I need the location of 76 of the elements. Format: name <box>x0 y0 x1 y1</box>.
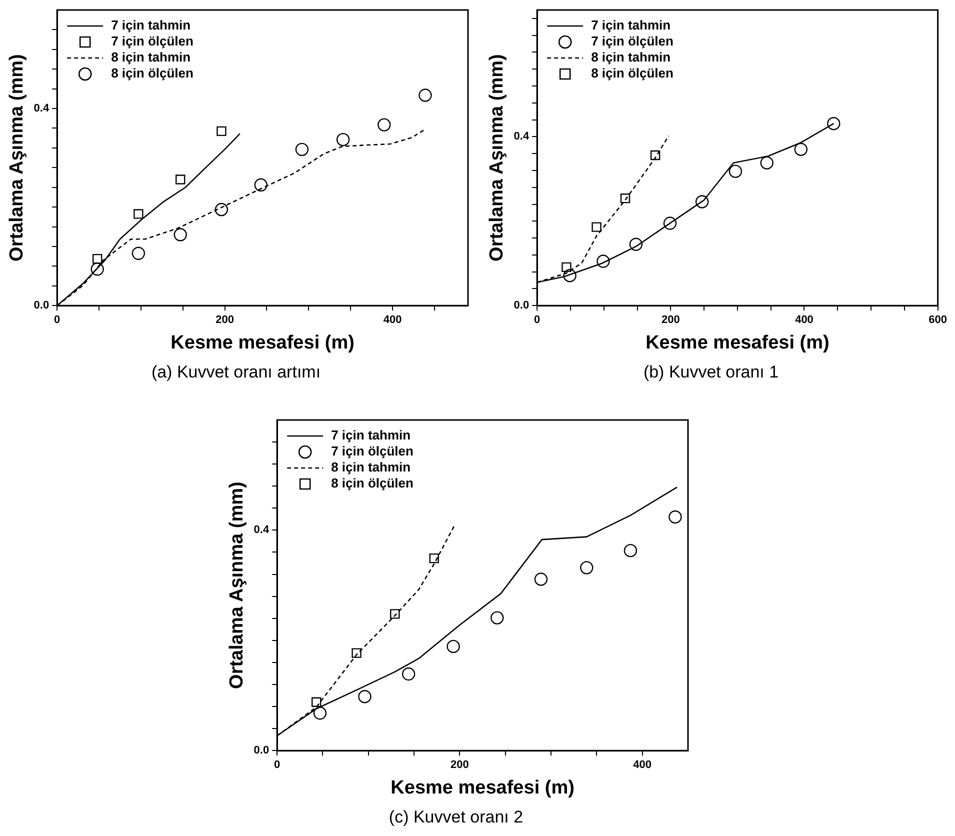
x-tick-label: 400 <box>795 314 814 326</box>
point <box>629 238 643 251</box>
y-tick-label: 0.0 <box>34 300 50 312</box>
point <box>390 609 400 619</box>
point <box>132 246 146 260</box>
legend-label: 8 için ölçülen <box>591 66 674 81</box>
point <box>336 132 350 146</box>
text: (a) Kuvvet oranı artımı <box>151 362 321 382</box>
x-tick-label: 200 <box>216 314 234 326</box>
x-tick-label: 200 <box>661 314 680 326</box>
point <box>490 611 504 624</box>
point <box>295 142 309 156</box>
legend-label: 8 için tahmin <box>591 50 671 65</box>
x-tick-label: 600 <box>928 314 948 326</box>
legend-label: 7 için tahmin <box>331 428 411 443</box>
point <box>562 262 572 272</box>
point <box>418 88 432 102</box>
point <box>827 116 840 130</box>
x-tick-label: 400 <box>633 759 652 772</box>
point <box>378 118 391 132</box>
x-axis-title: Kesme mesafesi (m) <box>646 332 830 354</box>
point <box>446 640 460 654</box>
point <box>254 178 268 192</box>
y-axis-title: Ortalama Aşınma (mm) <box>226 482 248 689</box>
y-axis-title: Ortalama Aşınma (mm) <box>6 54 28 262</box>
y-tick-label: 0.4 <box>34 102 50 115</box>
point <box>402 667 416 681</box>
y-tick-label: 0.0 <box>254 744 270 757</box>
x-tick-label: 0 <box>54 314 60 326</box>
point <box>663 216 677 230</box>
point <box>358 690 372 704</box>
legend-label: 7 için ölçülen <box>331 444 414 459</box>
point <box>620 193 630 204</box>
legend-label: 7 için ölçülen <box>111 34 194 49</box>
text: (c) Kuvvet oranı 2 <box>388 807 524 826</box>
legend-label: 8 için ölçülen <box>331 476 414 491</box>
legend-label: 7 için tahmin <box>111 18 191 33</box>
legend-label: 8 için ölçülen <box>111 66 194 81</box>
point <box>794 142 808 156</box>
point <box>624 544 638 558</box>
point <box>176 174 186 184</box>
point <box>596 254 610 268</box>
point <box>174 228 187 242</box>
point <box>214 202 228 216</box>
point <box>580 561 594 574</box>
point <box>695 195 709 208</box>
y-axis-title: Ortalama Aşınma (mm) <box>486 54 508 262</box>
x-tick-label: 0 <box>534 314 540 326</box>
y-tick-label: 0.4 <box>514 130 530 143</box>
x-axis-title: Kesme mesafesi (m) <box>390 777 574 798</box>
point <box>90 262 104 276</box>
legend-label: 7 için ölçülen <box>591 34 674 49</box>
point <box>728 164 742 178</box>
legend-label: 8 için tahmin <box>111 50 191 65</box>
y-tick-label: 0.4 <box>254 524 270 536</box>
legend-label: 7 için tahmin <box>591 18 671 33</box>
point <box>216 126 226 136</box>
point <box>563 269 576 282</box>
point <box>313 706 327 720</box>
point <box>352 648 362 658</box>
legend-label: 8 için tahmin <box>331 460 411 475</box>
y-tick-label: 0.0 <box>514 300 530 312</box>
x-tick-label: 0 <box>274 759 280 772</box>
x-axis-title: Kesme mesafesi (m) <box>170 332 354 354</box>
x-tick-label: 200 <box>450 759 469 772</box>
point <box>134 209 144 219</box>
point <box>92 254 102 264</box>
point <box>592 222 602 232</box>
point <box>760 156 774 170</box>
text: (b) Kuvvet oranı 1 <box>643 362 779 382</box>
point <box>534 572 548 586</box>
point <box>312 697 322 707</box>
point <box>650 150 660 160</box>
point <box>668 510 682 524</box>
point <box>429 553 439 564</box>
x-tick-label: 400 <box>383 314 402 326</box>
